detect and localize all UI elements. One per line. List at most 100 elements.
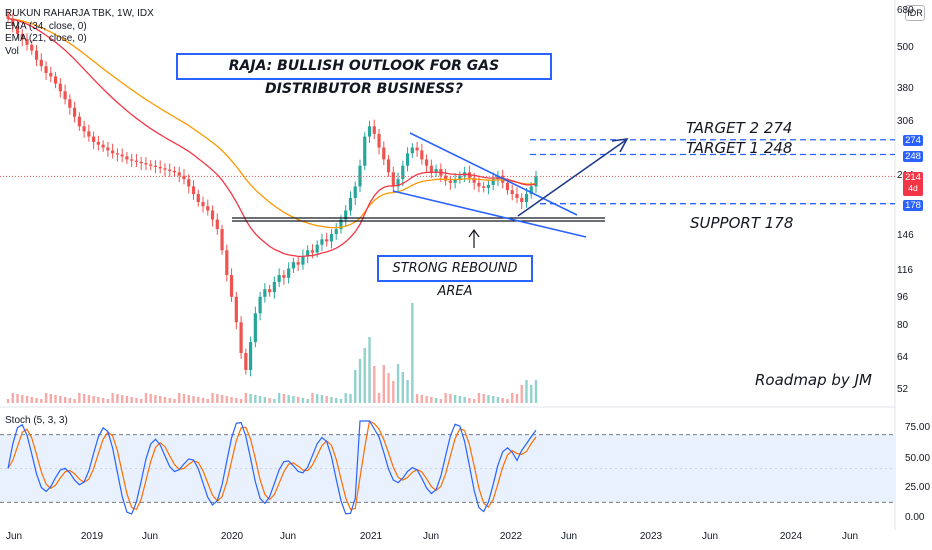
volume-bar xyxy=(187,395,190,403)
legend-vol[interactable]: Vol xyxy=(5,45,19,57)
currency-badge[interactable]: IDR xyxy=(905,5,925,21)
volume-bar xyxy=(415,394,419,403)
volume-bar xyxy=(130,397,133,403)
volume-bar xyxy=(315,394,319,403)
candle xyxy=(44,66,48,73)
candle xyxy=(172,170,177,173)
volume-bar xyxy=(111,393,114,403)
candle xyxy=(306,250,310,257)
x-tick-label: Jun xyxy=(279,531,297,542)
volume-bar xyxy=(358,359,362,403)
candle xyxy=(139,161,143,164)
candle xyxy=(144,163,148,165)
volume-bar xyxy=(330,397,333,403)
candle xyxy=(448,180,452,183)
volume-bar xyxy=(258,396,262,403)
candle xyxy=(268,289,272,293)
candle xyxy=(263,289,267,297)
candle xyxy=(486,184,491,188)
volume-bar xyxy=(453,395,457,403)
candle xyxy=(244,353,248,370)
legend-ema21[interactable]: EMA (21, close, 0) xyxy=(5,33,87,44)
volume-bar xyxy=(382,365,385,403)
volume-bar xyxy=(239,399,243,403)
volume-bar xyxy=(73,399,76,403)
candle xyxy=(477,182,481,187)
candle xyxy=(396,179,400,187)
legend-ema34[interactable]: EMA (34, close, 0) xyxy=(5,20,87,32)
candle xyxy=(58,83,62,92)
volume-bar xyxy=(444,393,447,403)
y-tick-label: 500 xyxy=(897,42,914,53)
candle xyxy=(429,165,433,173)
candle xyxy=(482,186,486,188)
volume-bar xyxy=(87,395,91,403)
x-tick-label: 2019 xyxy=(80,531,104,542)
volume-bar xyxy=(430,397,433,403)
volume-bar xyxy=(420,395,424,403)
volume-bar xyxy=(344,393,347,403)
candle xyxy=(339,219,343,230)
legend-symbol[interactable]: RUKUN RAHARJA TBK, 1W, IDX xyxy=(5,8,154,19)
candle xyxy=(386,159,391,173)
volume-bar xyxy=(525,380,528,403)
projection-arrow xyxy=(517,139,627,217)
candle xyxy=(524,194,529,203)
x-tick-label: 2023 xyxy=(639,531,663,542)
volume-bar xyxy=(449,394,452,403)
volume-bar xyxy=(44,393,48,403)
candle xyxy=(111,150,115,154)
stoch-legend[interactable]: Stoch (5, 3, 3) xyxy=(5,415,68,426)
candle xyxy=(277,275,281,282)
volume-bar xyxy=(59,396,62,403)
annotation-target-1: TARGET 1 248 xyxy=(686,139,793,157)
volume-bar xyxy=(458,396,462,403)
candle xyxy=(239,322,243,354)
x-tick-label: Jun xyxy=(701,531,719,542)
volume-bar xyxy=(520,385,523,403)
volume-bar xyxy=(92,396,95,403)
candle xyxy=(491,179,495,185)
y-tick-label: 306 xyxy=(897,116,914,127)
candle xyxy=(153,165,158,168)
candle xyxy=(49,72,53,77)
volume-bar xyxy=(6,399,10,403)
candle xyxy=(424,159,429,166)
candle xyxy=(353,186,357,198)
candle xyxy=(391,172,395,187)
projection-arrow-head xyxy=(611,137,629,153)
volume-bar xyxy=(78,393,81,403)
volume-bar xyxy=(30,397,33,403)
volume-bar xyxy=(501,398,504,403)
candle xyxy=(6,14,10,19)
x-tick-label: Jun xyxy=(5,531,23,542)
volume-bar xyxy=(463,397,466,403)
volume-bar xyxy=(392,381,395,403)
candle xyxy=(320,239,324,245)
candle xyxy=(220,229,224,251)
volume-bar xyxy=(301,398,305,403)
ema-34-line xyxy=(7,18,537,229)
candle xyxy=(134,160,139,162)
annotation-rebound: STRONG REBOUND AREA xyxy=(377,255,533,299)
volume-bar xyxy=(11,393,14,403)
candle xyxy=(382,147,386,160)
candle xyxy=(301,256,305,265)
annotation-target-2: TARGET 2 274 xyxy=(686,119,793,137)
volume-bar xyxy=(487,395,490,403)
candle xyxy=(82,126,86,132)
volume-bar xyxy=(211,393,214,403)
volume-bar xyxy=(139,399,143,403)
volume-bar xyxy=(387,373,390,403)
volume-bar xyxy=(468,398,471,403)
volume-bar xyxy=(25,396,29,403)
price-pane xyxy=(0,0,896,530)
x-tick-label: Jun xyxy=(141,531,159,542)
candle xyxy=(405,153,410,166)
volume-bar xyxy=(178,393,181,403)
candle xyxy=(149,164,153,166)
volume-bar xyxy=(216,394,219,403)
annotation-author: Roadmap by JM xyxy=(755,371,872,389)
volume-bar xyxy=(401,372,405,403)
volume-bar xyxy=(396,364,400,403)
